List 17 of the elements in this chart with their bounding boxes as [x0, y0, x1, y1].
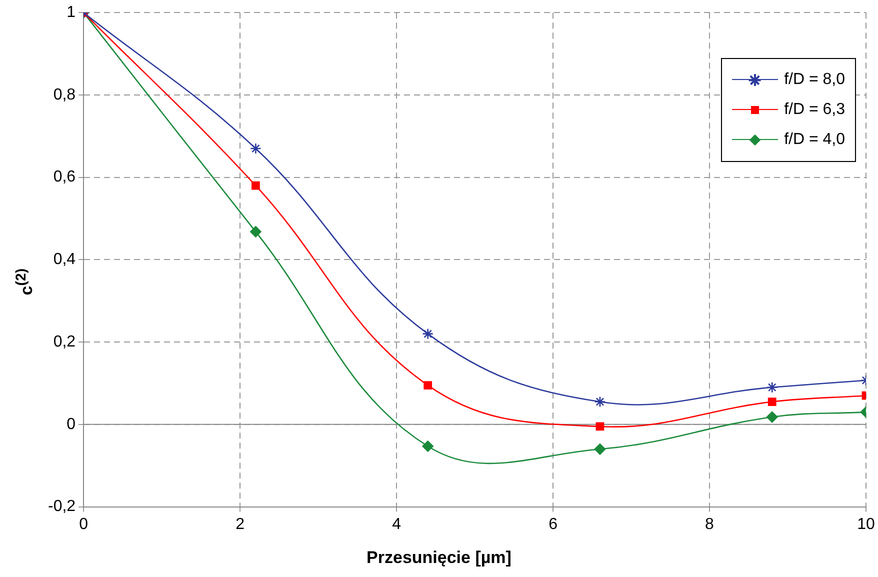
x-tick-label: 0 — [79, 516, 88, 533]
y-tick-label: 0 — [66, 416, 76, 433]
y-tick-label: 0,8 — [53, 86, 76, 104]
y-tick-label: 0,2 — [53, 333, 76, 350]
legend-label: f/D = 8,0 — [784, 70, 845, 89]
y-tick-label: -0,2 — [48, 498, 76, 516]
legend-label: f/D = 6,3 — [784, 100, 845, 119]
x-tick-label: 4 — [392, 516, 402, 533]
x-tick-label: 10 — [857, 516, 875, 533]
x-tick-label: 6 — [548, 516, 558, 533]
y-tick-label: 0,6 — [53, 168, 76, 186]
legend-label: f/D = 4,0 — [784, 130, 845, 149]
y-tick-label: 1 — [66, 4, 76, 22]
x-tick-label: 8 — [705, 516, 714, 533]
x-axis-title: Przesunięcie [µm] — [366, 548, 512, 568]
y-tick-label: 0,4 — [53, 251, 76, 268]
x-tick-label: 2 — [236, 516, 245, 533]
